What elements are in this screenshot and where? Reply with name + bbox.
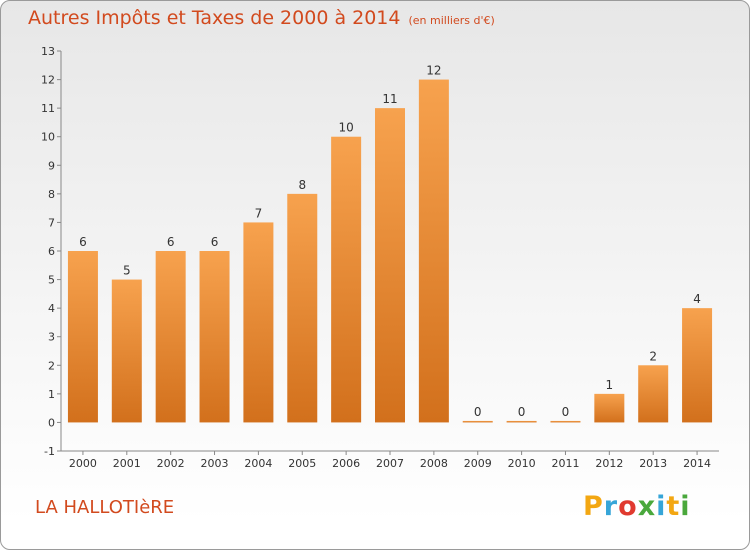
y-tick-label: 0: [48, 416, 55, 429]
y-tick-label: 8: [48, 188, 55, 201]
y-tick-label: 4: [48, 302, 55, 315]
y-tick-label: 9: [48, 159, 55, 172]
x-tick-label: 2010: [508, 457, 536, 470]
bar-value-label: 7: [255, 206, 263, 220]
bar-2009: [462, 420, 493, 423]
bar-value-label: 0: [518, 405, 526, 419]
brand-letter: P: [583, 491, 604, 522]
bar-value-label: 4: [693, 292, 701, 306]
bar-2003: [199, 251, 230, 423]
brand-letter: o: [618, 491, 638, 522]
x-tick-label: 2012: [595, 457, 623, 470]
bar-2001: [111, 279, 142, 423]
y-tick-label: 5: [48, 274, 55, 287]
y-tick-label: 11: [41, 102, 55, 115]
bar-2011: [550, 420, 581, 423]
x-tick-label: 2008: [420, 457, 448, 470]
brand-letter: i: [680, 491, 691, 522]
bar-2008: [418, 79, 449, 423]
y-tick-label: 13: [41, 45, 55, 58]
bar-2005: [287, 193, 318, 423]
x-tick-label: 2009: [464, 457, 492, 470]
bar-value-label: 6: [79, 235, 87, 249]
brand-letter: r: [603, 491, 619, 522]
x-tick-label: 2001: [113, 457, 141, 470]
bar-2004: [243, 222, 274, 423]
bar-value-label: 0: [474, 405, 482, 419]
brand-letter: i: [656, 491, 667, 522]
y-tick-label: 10: [41, 131, 55, 144]
bar-value-label: 6: [167, 235, 175, 249]
bar-value-label: 0: [562, 405, 570, 419]
x-tick-label: 2003: [201, 457, 229, 470]
x-tick-label: 2014: [683, 457, 711, 470]
bar-value-label: 6: [211, 235, 219, 249]
x-tick-label: 2005: [288, 457, 316, 470]
brand-letter: t: [666, 491, 681, 522]
place-name: LA HALLOTIèRE: [35, 497, 175, 518]
y-tick-label: 7: [48, 216, 55, 229]
bar-value-label: 2: [649, 349, 657, 363]
bar-value-label: 11: [382, 92, 397, 106]
bar-value-label: 10: [338, 121, 353, 135]
y-tick-label: -1: [44, 445, 55, 458]
chart-unit: (en milliers d'€): [408, 14, 495, 27]
x-axis: 2000 2001 2002 2003 2004 2005 2006 2007 2008 2009…: [61, 450, 719, 470]
bar-value-label: 1: [606, 378, 614, 392]
x-tick-label: 2011: [551, 457, 579, 470]
x-tick-label: 2007: [376, 457, 404, 470]
bar-2014: [682, 308, 713, 423]
bar-2012: [594, 393, 625, 423]
chart-title: Autres Impôts et Taxes de 2000 à 2014 (en…: [28, 7, 495, 29]
bar-value-label: 12: [426, 64, 441, 78]
bar-2000: [67, 251, 98, 423]
bar-value-label: 5: [123, 264, 131, 278]
bar-2007: [375, 108, 405, 423]
bar-2002: [155, 251, 186, 423]
x-tick-label: 2002: [157, 457, 185, 470]
y-tick-label: 3: [48, 331, 55, 344]
y-tick-label: 1: [48, 388, 55, 401]
brand-logo: Proxiti: [583, 491, 691, 522]
bar-value-label: 8: [298, 178, 306, 192]
bar-2006: [331, 136, 362, 423]
brand-letter: x: [637, 491, 657, 522]
x-tick-label: 2000: [69, 457, 97, 470]
y-tick-label: 6: [48, 245, 55, 258]
bar-2010: [506, 420, 537, 423]
x-tick-label: 2004: [244, 457, 272, 470]
x-tick-label: 2006: [332, 457, 360, 470]
bar-2013: [638, 365, 669, 423]
y-tick-label: 12: [41, 74, 55, 87]
chart-title-text: Autres Impôts et Taxes de 2000 à 2014: [28, 7, 401, 29]
y-tick-label: 2: [48, 359, 55, 372]
x-tick-label: 2013: [639, 457, 667, 470]
